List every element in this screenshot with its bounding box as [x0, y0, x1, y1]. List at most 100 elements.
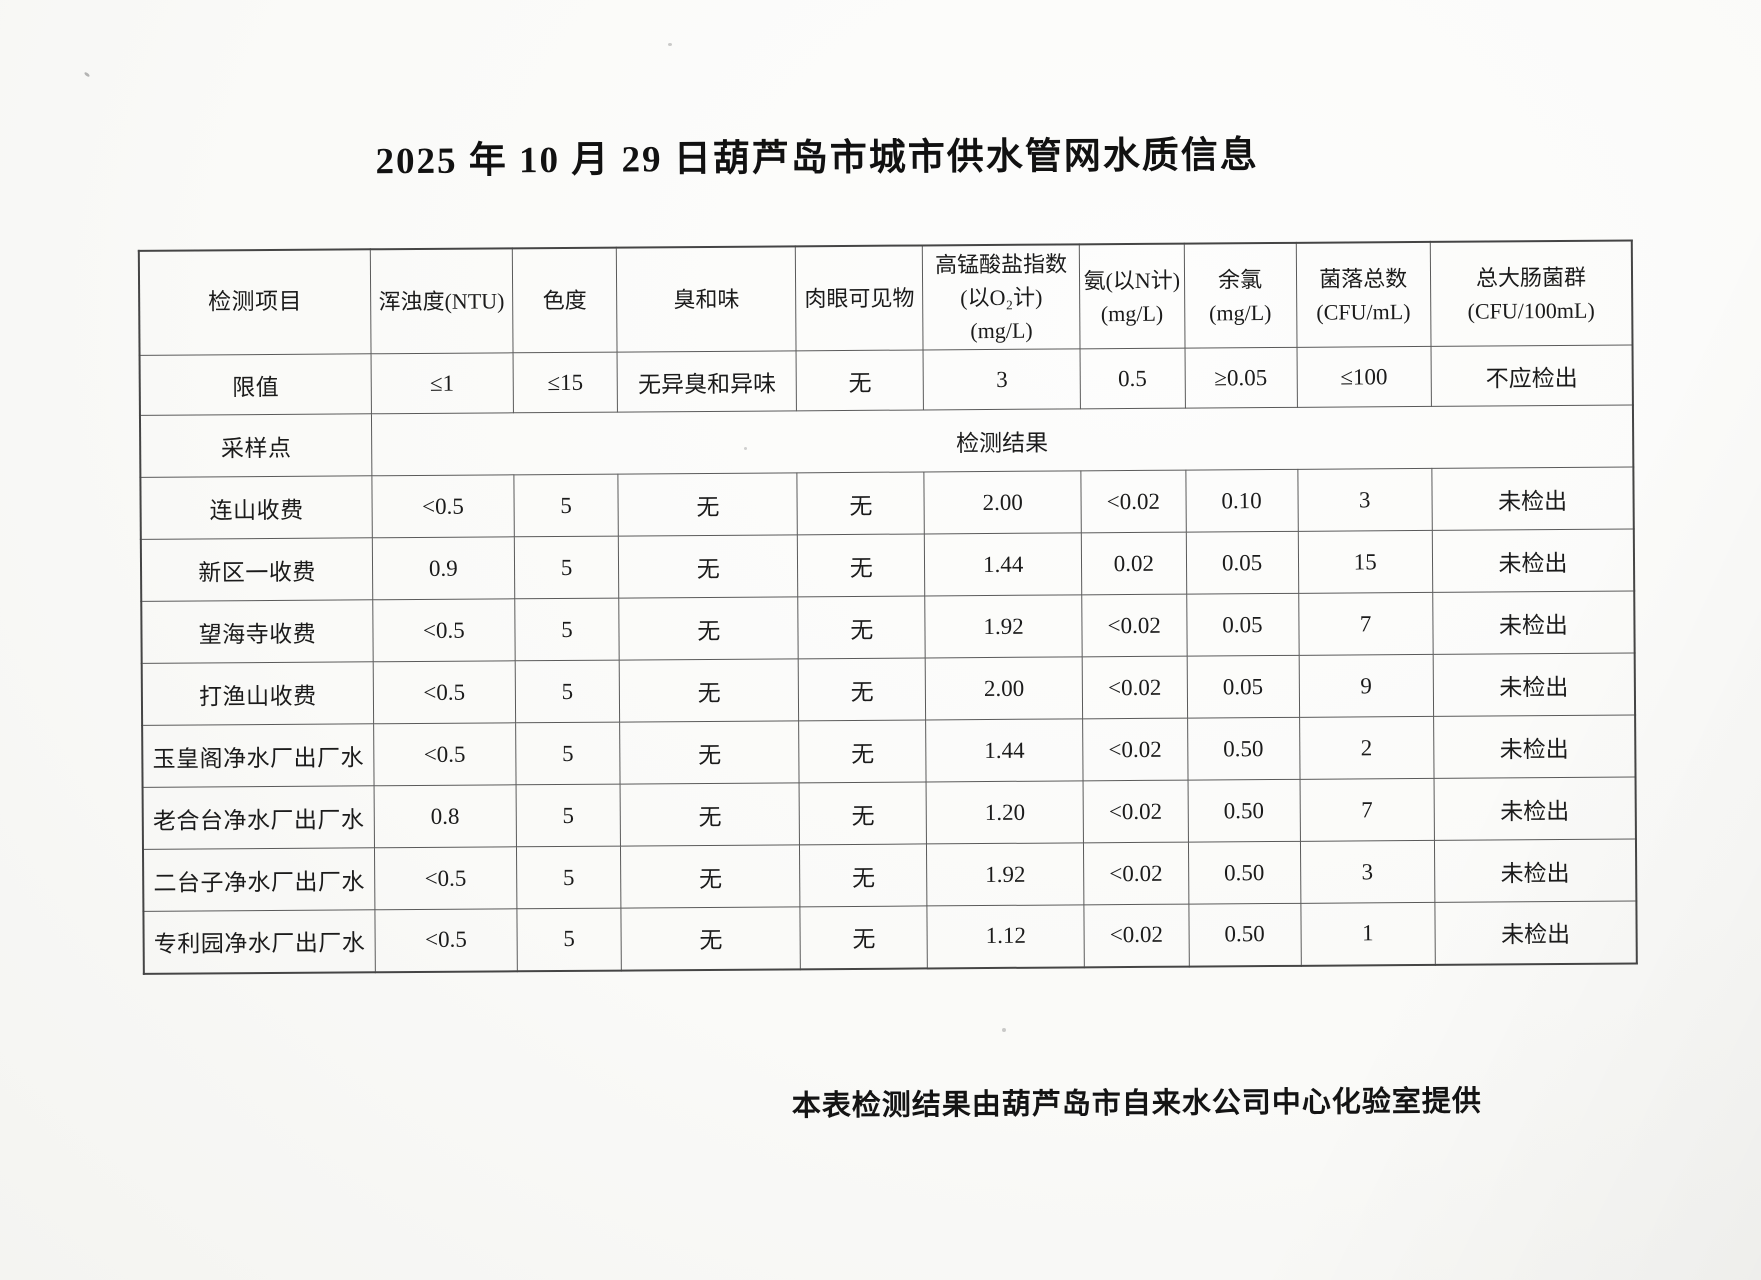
value-cell: 1.12 [927, 904, 1085, 968]
value-cell: <0.5 [374, 908, 518, 972]
limit-value-cell: 无异臭和异味 [617, 350, 797, 413]
site-name-cell: 老合台净水厂出厂水 [142, 785, 375, 850]
value-cell: 3 [1299, 840, 1435, 904]
value-cell: 无 [799, 719, 927, 783]
table-row: 望海寺收费 <0.5 5 无 无 1.92 <0.02 0.05 7 未检出 [141, 590, 1635, 664]
value-cell: 无 [799, 843, 928, 907]
value-cell: 无 [620, 844, 801, 909]
value-cell: 1.20 [926, 780, 1084, 844]
value-cell: 0.50 [1187, 841, 1301, 905]
column-header-colony-count: 菌落总数 (CFU/mL) [1295, 241, 1431, 348]
test-results-label-cell: 检测结果 [371, 404, 1634, 476]
column-header-odor: 臭和味 [616, 246, 797, 353]
limit-value-cell: 不应检出 [1430, 344, 1633, 407]
value-cell: 未检出 [1434, 900, 1637, 965]
value-cell: <0.5 [371, 474, 515, 538]
site-name-cell: 打渔山收费 [141, 661, 374, 726]
value-cell: 未检出 [1432, 590, 1635, 655]
value-cell: 无 [618, 472, 798, 537]
limit-value-cell: ≤100 [1296, 346, 1432, 408]
value-cell: 3 [1297, 468, 1433, 532]
value-cell: 0.02 [1081, 532, 1187, 595]
value-cell: 未检出 [1433, 776, 1636, 841]
column-header-color: 色度 [512, 247, 618, 353]
limit-value-cell: 3 [923, 348, 1081, 410]
sampling-point-label-cell: 采样点 [139, 413, 372, 478]
limit-value-cell: ≥0.05 [1184, 347, 1297, 409]
limit-value-cell: 无 [796, 349, 924, 411]
value-cell: 未检出 [1433, 652, 1636, 717]
table-row: 专利园净水厂出厂水 <0.5 5 无 无 1.12 <0.02 0.50 1 未… [143, 900, 1637, 974]
value-cell: 无 [619, 658, 800, 723]
value-cell: 无 [799, 781, 927, 845]
value-cell: 0.9 [372, 536, 515, 600]
site-name-cell: 二台子净水厂出厂水 [142, 847, 375, 912]
limit-label-cell: 限值 [139, 353, 372, 416]
value-cell: 0.05 [1186, 593, 1299, 657]
column-header-visible-matter: 肉眼可见物 [795, 245, 924, 351]
value-cell: 无 [620, 782, 800, 847]
value-cell: 1.44 [925, 718, 1084, 782]
column-header-residual-chlorine: 余氯 (mg/L) [1183, 242, 1297, 349]
scan-speck [668, 43, 672, 46]
value-cell: 无 [618, 534, 799, 599]
table-row: 连山收费 <0.5 5 无 无 2.00 <0.02 0.10 3 未检出 [140, 466, 1634, 540]
value-cell: 0.05 [1185, 531, 1299, 595]
site-name-cell: 玉皇阁净水厂出厂水 [142, 723, 374, 788]
site-name-cell: 专利园净水厂出厂水 [143, 909, 376, 974]
value-cell: 5 [513, 474, 619, 537]
value-cell: 未检出 [1431, 466, 1634, 531]
table-row: 玉皇阁净水厂出厂水 <0.5 5 无 无 1.44 <0.02 0.50 2 未… [142, 714, 1636, 788]
value-cell: 2.00 [925, 656, 1083, 720]
value-cell: 无 [797, 471, 925, 535]
value-cell: <0.02 [1081, 594, 1187, 657]
corner-header-cell: 检测项目 [138, 249, 371, 356]
value-cell: 5 [516, 908, 622, 971]
column-header-coliform: 总大肠菌群 (CFU/100mL) [1430, 240, 1633, 347]
site-name-cell: 新区一收费 [140, 537, 373, 602]
limit-value-cell: ≤15 [512, 352, 618, 413]
scan-speck [744, 447, 747, 450]
limit-row: 限值 ≤1 ≤15 无异臭和异味 无 3 0.5 ≥0.05 ≤100 不应检出 [139, 344, 1633, 416]
table-header-row: 检测项目 浑浊度(NTU) 色度 臭和味 肉眼可见物 高锰酸盐指数 (以O₂计)… [138, 240, 1633, 356]
value-cell: <0.02 [1083, 904, 1189, 967]
scan-speck [1002, 1028, 1006, 1032]
value-cell: 5 [515, 784, 621, 847]
value-cell: 0.50 [1187, 717, 1300, 781]
value-cell: 无 [798, 595, 926, 659]
value-cell: 0.8 [373, 784, 517, 848]
table-row: 老合台净水厂出厂水 0.8 5 无 无 1.20 <0.02 0.50 7 未检… [142, 776, 1636, 850]
value-cell: 2 [1299, 716, 1434, 780]
value-cell: 0.05 [1186, 655, 1300, 719]
water-quality-table: 检测项目 浑浊度(NTU) 色度 臭和味 肉眼可见物 高锰酸盐指数 (以O₂计)… [137, 239, 1638, 975]
value-cell: 5 [514, 598, 620, 661]
value-cell: 0.50 [1188, 903, 1301, 967]
limit-value-cell: 0.5 [1080, 348, 1185, 409]
value-cell: 无 [619, 720, 800, 785]
limit-value-cell: ≤1 [370, 352, 514, 414]
value-cell: 未检出 [1434, 838, 1637, 903]
value-cell: <0.02 [1082, 656, 1188, 719]
value-cell: 5 [514, 536, 619, 599]
value-cell: <0.02 [1083, 842, 1189, 905]
document-content: 2025 年 10 月 29 日葫芦岛市城市供水管网水质信息 检测项目 浑浊度(… [137, 135, 1638, 1122]
value-cell: 无 [797, 533, 926, 597]
value-cell: 1 [1300, 902, 1436, 966]
column-header-turbidity: 浑浊度(NTU) [370, 248, 513, 354]
value-cell: 1.92 [926, 842, 1084, 906]
value-cell: 1.92 [925, 594, 1083, 658]
value-cell: 无 [798, 657, 926, 721]
value-cell: 0.50 [1187, 779, 1300, 843]
value-cell: 未检出 [1433, 714, 1636, 779]
table-row: 二台子净水厂出厂水 <0.5 5 无 无 1.92 <0.02 0.50 3 未… [142, 838, 1637, 912]
document-title: 2025 年 10 月 29 日葫芦岛市城市供水管网水质信息 [375, 135, 1259, 183]
value-cell: <0.02 [1083, 780, 1188, 843]
value-cell: 无 [621, 906, 801, 971]
value-cell: 2.00 [924, 470, 1082, 534]
table-row: 新区一收费 0.9 5 无 无 1.44 0.02 0.05 15 未检出 [140, 528, 1635, 602]
column-header-ammonia: 氨(以N计) (mg/L) [1079, 243, 1185, 349]
value-cell: 无 [618, 596, 799, 661]
footer-note: 本表检测结果由葫芦岛市自来水公司中心化验室提供 [791, 1085, 1482, 1122]
value-cell: 5 [515, 722, 621, 785]
